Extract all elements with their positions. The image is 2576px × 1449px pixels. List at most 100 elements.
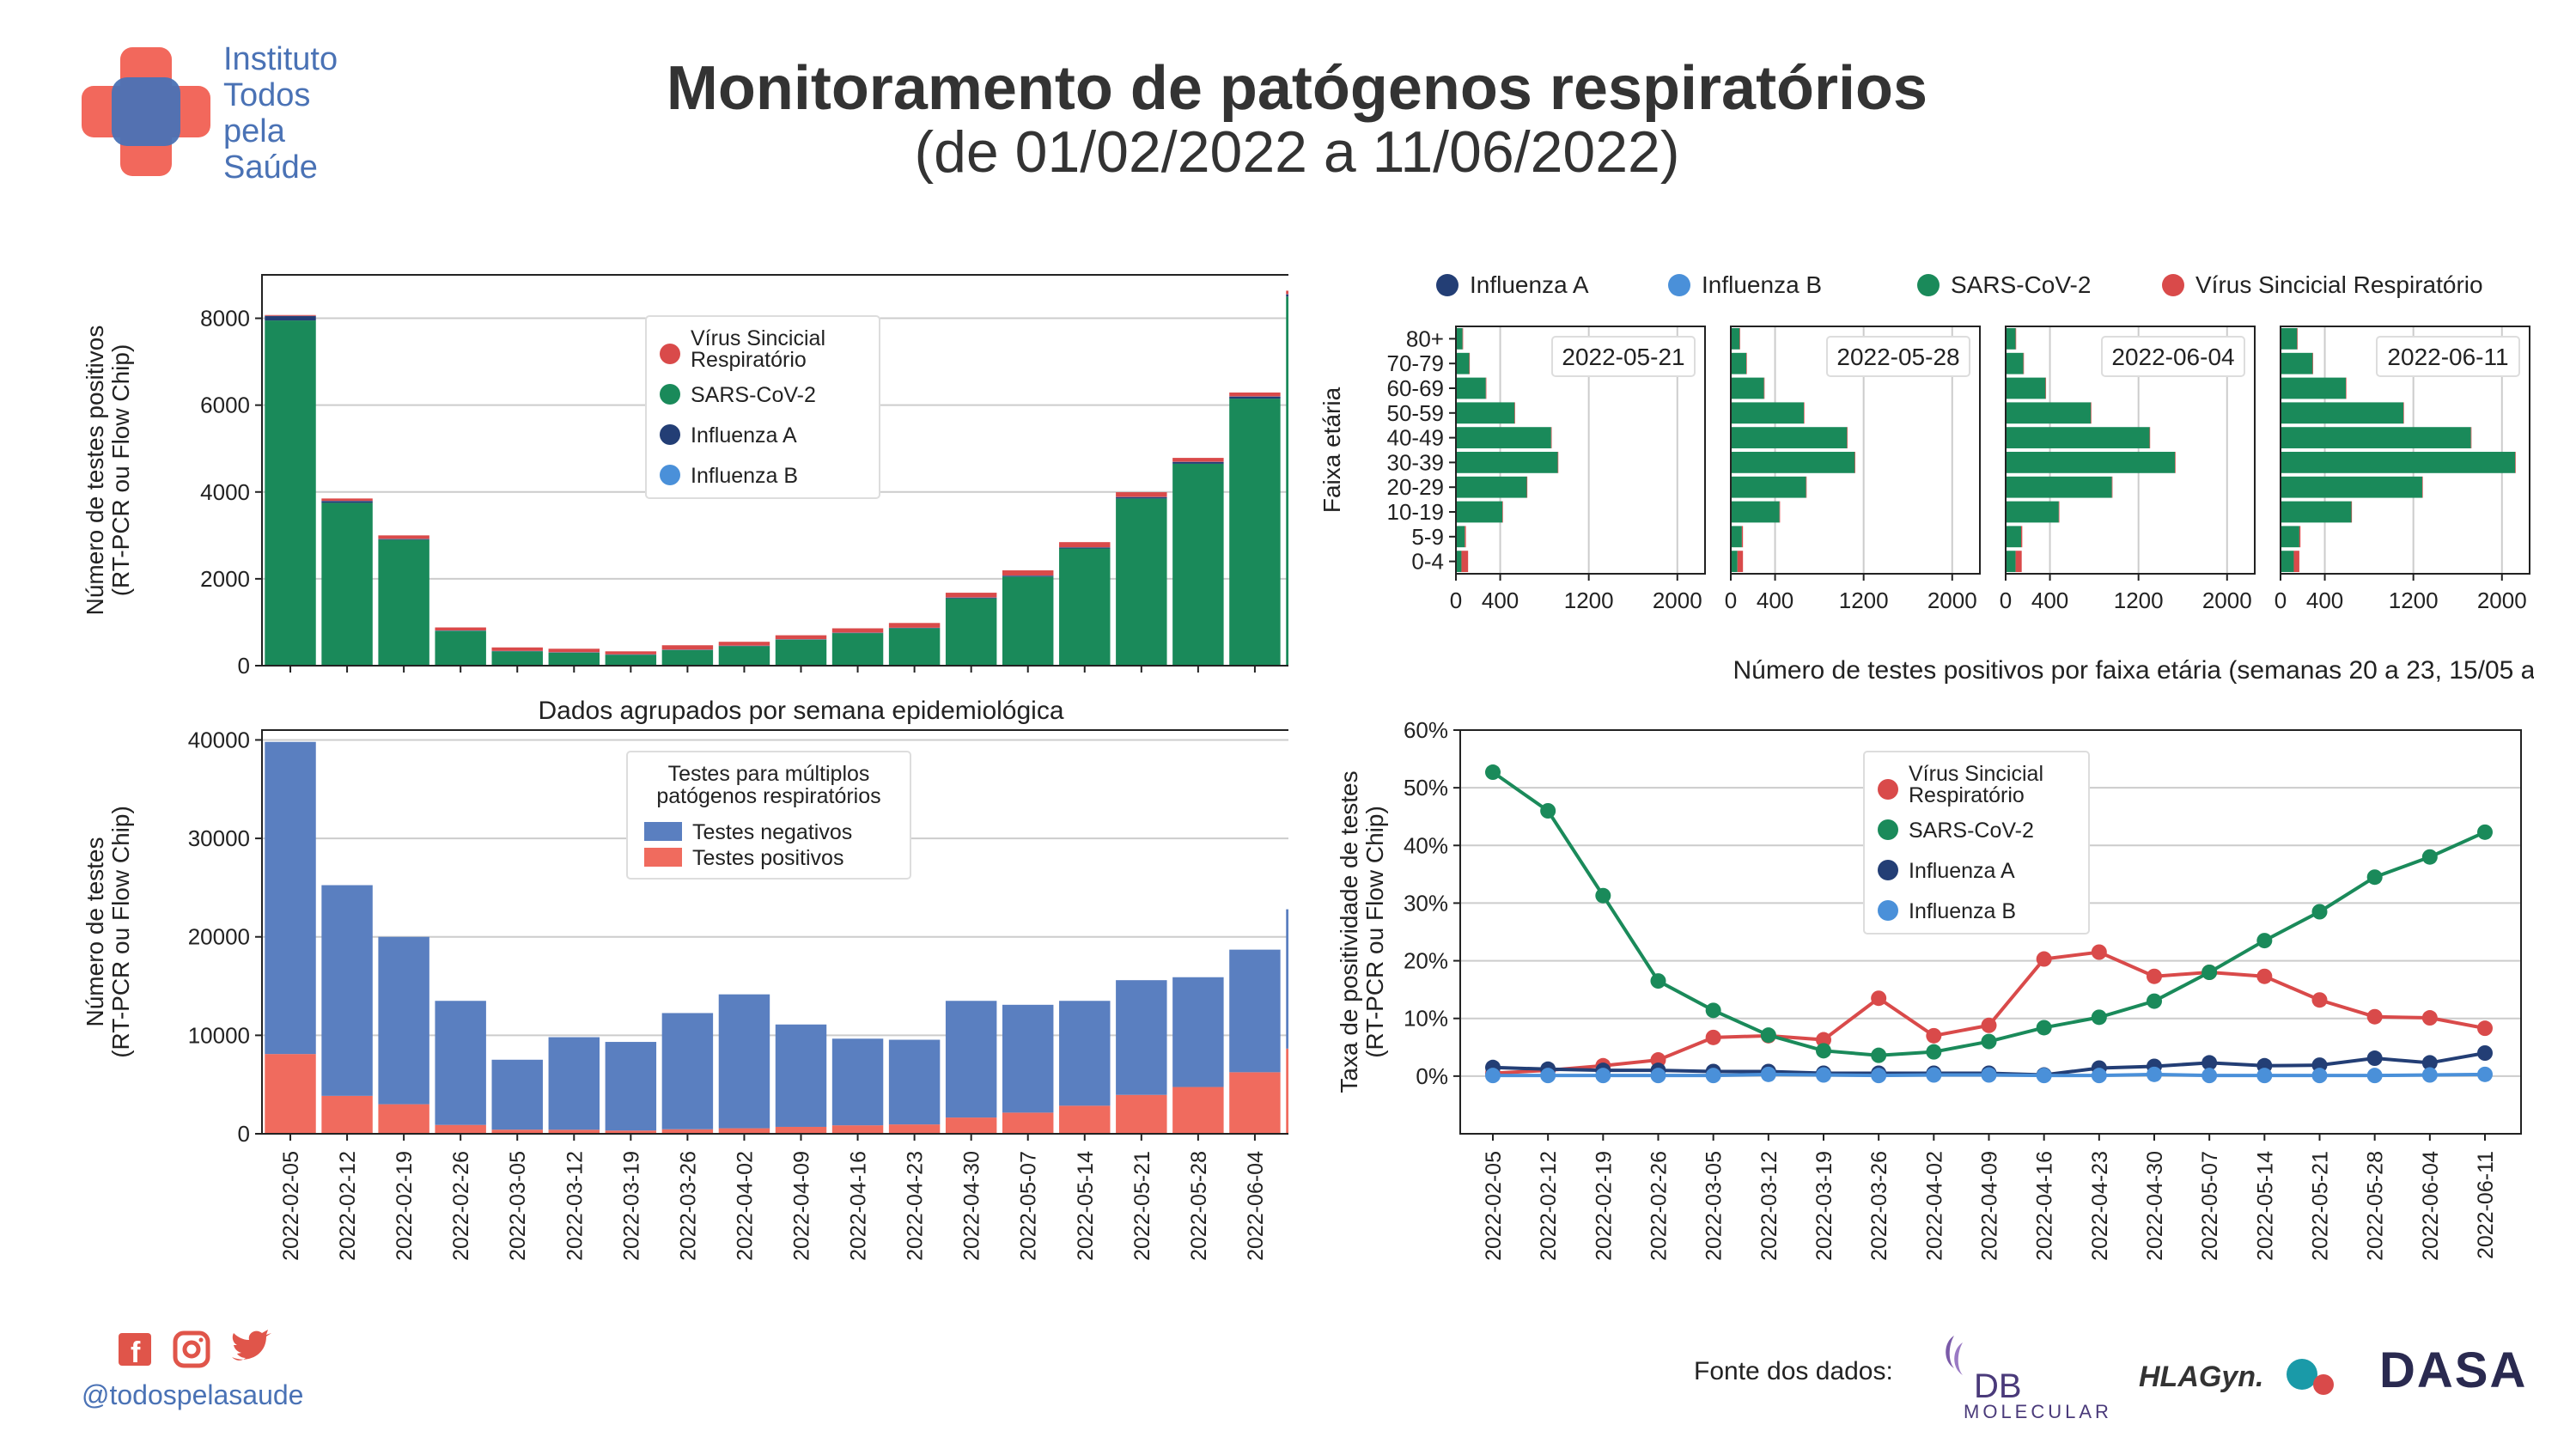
bar-negative <box>548 1037 600 1130</box>
social-handle[interactable]: @todospelasaude <box>82 1379 304 1410</box>
series-point <box>2036 951 2052 967</box>
bar-segment <box>661 649 714 666</box>
bar-segment <box>265 320 316 666</box>
series-point <box>1816 1067 1831 1083</box>
age-bar <box>1731 377 1764 399</box>
bar-segment <box>1116 498 1167 666</box>
legend-swatch <box>644 848 682 867</box>
bar-segment <box>1229 396 1281 399</box>
series-point <box>2311 1068 2328 1084</box>
bar-segment <box>718 646 770 666</box>
legend-marker <box>660 384 680 405</box>
legend-label: Testes positivos <box>692 846 843 870</box>
bar-negative <box>435 1001 486 1125</box>
brand-line: Saúde <box>223 149 318 186</box>
x-tick-label: 400 <box>1482 588 1519 613</box>
bar-segment <box>1116 492 1167 497</box>
bar-segment <box>888 623 941 628</box>
age-bar-vsr <box>1502 501 1503 523</box>
series-point <box>1650 973 1666 989</box>
bar-segment <box>775 639 827 666</box>
age-bar-vsr <box>2045 377 2047 399</box>
bar-segment <box>605 651 657 654</box>
facet-frame <box>1455 326 1706 575</box>
y-tick-label: 60% <box>1404 717 1448 743</box>
y-tick-label: 0% <box>1416 1063 1448 1089</box>
age-bar <box>1456 328 1463 350</box>
bar-negative <box>1002 1004 1054 1113</box>
series-point <box>2256 968 2273 984</box>
y-tick-label: 20000 <box>188 924 250 950</box>
age-bar-vsr <box>2299 526 2301 548</box>
legend-marker <box>660 465 680 485</box>
series-point <box>2366 1068 2383 1084</box>
series-point <box>2311 904 2328 920</box>
x-tick-label: 2022-04-09 <box>790 1151 814 1261</box>
age-bar-vsr <box>1741 526 1744 548</box>
series-point <box>1981 1017 1997 1033</box>
legend-title: Testes para múltiplos <box>668 762 870 786</box>
x-tick-label: 2022-04-09 <box>1978 1151 2002 1261</box>
age-bar-vsr <box>2058 501 2060 523</box>
x-tick-label: 2022-04-30 <box>2143 1151 2167 1261</box>
x-tick-label: 2000 <box>2477 588 2527 613</box>
positivity-rate-line-chart: 0% 10% 20% 30% 40% 50% 60% 2022-02-05 2022-02-12… <box>1336 717 2522 1261</box>
series-point <box>1926 1044 1942 1060</box>
legend-label: Influenza B <box>691 464 798 488</box>
age-bar-vsr <box>1847 427 1848 448</box>
facet-label: 2022-06-11 <box>2387 344 2508 370</box>
facet-label-box <box>1826 336 1970 377</box>
age-bar <box>2281 402 2404 424</box>
y-tick-label: 2000 <box>200 566 250 592</box>
legend-marker <box>1436 274 1459 296</box>
bar-negative <box>888 1039 941 1125</box>
y-tick-label: 80+ <box>1406 326 1444 351</box>
x-tick-label: 2000 <box>2202 588 2252 613</box>
age-bar <box>1456 452 1558 473</box>
age-bar <box>2281 526 2299 548</box>
y-tick-label: 20% <box>1404 948 1448 974</box>
age-bar-vsr <box>2312 352 2314 374</box>
bar-segment <box>775 635 827 640</box>
plot-frame <box>1459 729 2522 1135</box>
series-point <box>1595 887 1611 904</box>
series-point <box>2421 1055 2438 1071</box>
x-tick-label: 1200 <box>1839 588 1889 613</box>
facebook-icon[interactable]: f <box>119 1333 151 1369</box>
bar-segment <box>718 642 770 646</box>
series-point <box>1871 1068 1887 1084</box>
bar-segment <box>831 633 884 666</box>
series-point <box>2147 993 2162 1009</box>
bar-negative <box>1172 977 1224 1087</box>
bar-negative <box>321 885 373 1096</box>
bar-segment <box>1002 576 1054 666</box>
bar-negative <box>605 1042 657 1131</box>
twitter-icon[interactable] <box>232 1330 271 1361</box>
series-point <box>2147 1066 2162 1082</box>
age-bar <box>2281 476 2422 498</box>
y-tick-label: 70-79 <box>1387 350 1445 376</box>
age-bar <box>1456 377 1486 399</box>
age-bar <box>1456 427 1551 448</box>
x-tick-label: 2022-04-23 <box>904 1151 928 1261</box>
instagram-icon[interactable] <box>173 1330 210 1368</box>
svg-text:f: f <box>131 1336 141 1369</box>
legend-marker <box>660 424 680 445</box>
y-tick-label: 10% <box>1404 1006 1448 1032</box>
bar-positive <box>775 1126 827 1134</box>
y-tick-label: 5-9 <box>1411 524 1444 550</box>
legend-marker <box>2162 274 2184 296</box>
bar-segment <box>265 314 316 316</box>
series-point <box>2091 1009 2107 1026</box>
bar-positive <box>435 1124 486 1134</box>
bar-segment <box>491 651 543 666</box>
series-point <box>1871 990 1887 1007</box>
age-bar-vsr <box>1462 328 1464 350</box>
age-bar-vsr <box>2015 328 2017 350</box>
age-bar <box>2006 452 2176 473</box>
x-tick-label: 2022-04-16 <box>847 1151 871 1261</box>
x-tick-label: 2022-02-12 <box>1537 1151 1561 1261</box>
x-tick-label: 2022-05-07 <box>2198 1151 2222 1261</box>
y-axis-label-line: Número de testes positivos <box>82 326 108 616</box>
age-bar-vsr <box>1779 501 1781 523</box>
